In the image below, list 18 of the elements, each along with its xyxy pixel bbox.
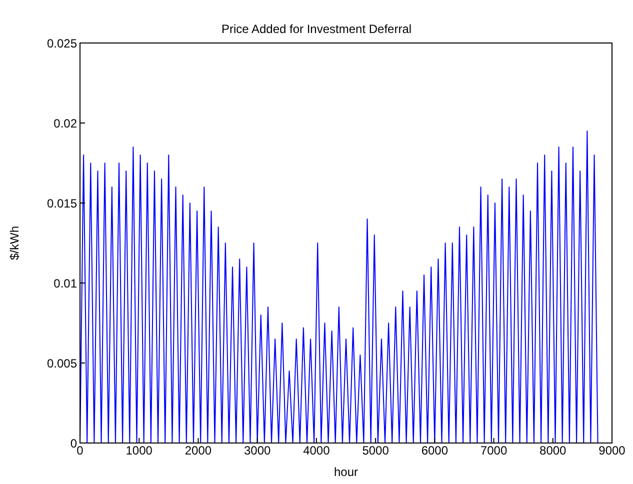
y-axis-title: $/kWh (7, 226, 22, 260)
x-tick-label: 8000 (540, 444, 567, 458)
x-tick-label: 5000 (362, 444, 390, 458)
y-tick-label: 0.025 (46, 36, 78, 50)
x-tick-label: 1000 (126, 444, 153, 458)
x-tick-label: 4000 (303, 444, 330, 458)
chart-title: Price Added for Investment Deferral (220, 22, 413, 36)
y-tick-label: 0.015 (46, 196, 78, 210)
x-axis-title: hour (334, 465, 358, 479)
x-tick-label: 6000 (421, 444, 448, 458)
line-series (80, 130, 598, 443)
x-tick-label: 9000 (598, 444, 626, 458)
y-tick-label: 0.02 (54, 116, 78, 130)
x-tick-label: 2000 (184, 444, 212, 458)
y-tick-label: 0.005 (46, 356, 78, 370)
x-tick-label: 7000 (480, 444, 508, 458)
x-tick-label: 3000 (244, 444, 272, 458)
y-tick-label: 0.01 (54, 276, 78, 290)
